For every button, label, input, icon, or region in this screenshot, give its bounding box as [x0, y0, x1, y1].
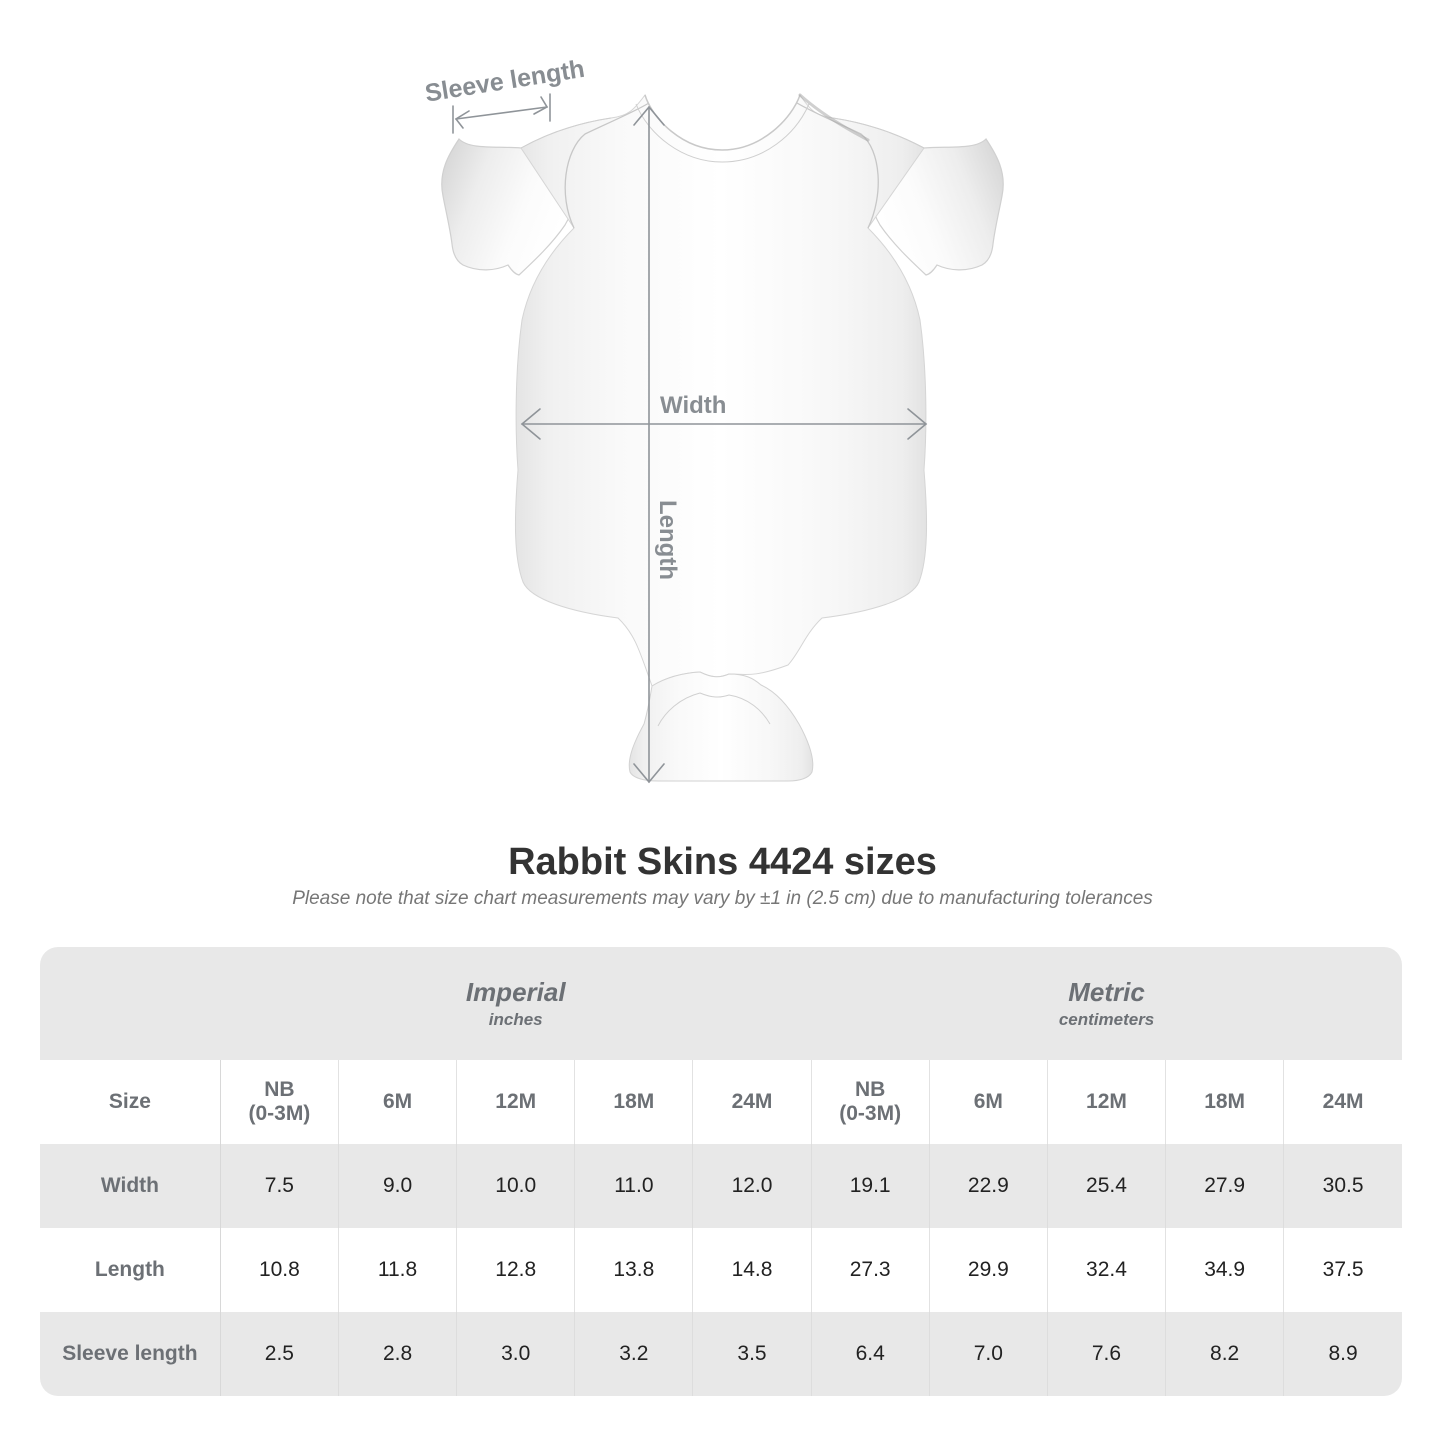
svg-text:Length: Length: [654, 500, 681, 580]
svg-text:Width: Width: [660, 392, 726, 419]
